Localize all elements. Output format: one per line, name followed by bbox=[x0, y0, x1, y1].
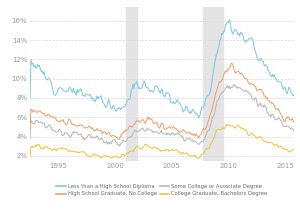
Bar bbox=[203, 7, 223, 161]
Bar bbox=[126, 7, 136, 161]
Legend: Less than a High School Diploma, High School Graduate, No College, Some College : Less than a High School Diploma, High Sc… bbox=[54, 182, 270, 199]
